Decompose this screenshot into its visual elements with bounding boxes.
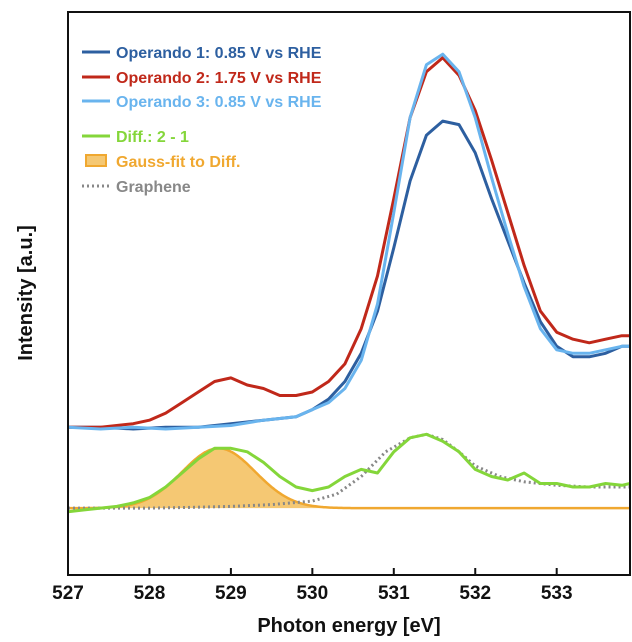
legend-label-diff-2-1: Diff.: 2 - 1 bbox=[116, 129, 189, 146]
legend-swatch-gauss-fit-to-diff bbox=[85, 154, 107, 167]
x-axis-ticks: 527 528 529 530 531 532 533 bbox=[52, 568, 573, 604]
series-line-graphene bbox=[68, 432, 630, 510]
x-tick-label: 527 bbox=[52, 583, 84, 604]
x-axis-title: Photon energy [eV] bbox=[257, 615, 440, 637]
series-line-operando-3-0-85-v-vs-rhe bbox=[68, 52, 630, 431]
legend-label-gauss-fit-to-diff: Gauss-fit to Diff. bbox=[116, 154, 240, 171]
x-tick-label: 533 bbox=[541, 583, 573, 604]
x-tick-label: 532 bbox=[459, 583, 491, 604]
y-axis-title: Intensity [a.u.] bbox=[15, 225, 37, 361]
legend: Operando 1: 0.85 V vs RHE Operando 2: 1.7… bbox=[82, 45, 322, 196]
series-line-diff-2-1 bbox=[68, 432, 630, 514]
legend-label-operando-1-0-85-v-vs-rhe: Operando 1: 0.85 V vs RHE bbox=[116, 45, 322, 62]
legend-label-operando-2-1-75-v-vs-rhe: Operando 2: 1.75 V vs RHE bbox=[116, 70, 322, 87]
plot-area bbox=[68, 52, 630, 514]
x-tick-label: 530 bbox=[296, 583, 328, 604]
x-tick-label: 528 bbox=[134, 583, 166, 604]
plot-frame bbox=[67, 11, 631, 576]
series-line-operando-2-1-75-v-vs-rhe bbox=[68, 56, 630, 429]
gauss-fit-area bbox=[68, 448, 630, 509]
legend-label-operando-3-0-85-v-vs-rhe: Operando 3: 0.85 V vs RHE bbox=[116, 94, 322, 111]
legend-label-graphene: Graphene bbox=[116, 179, 191, 196]
x-tick-label: 529 bbox=[215, 583, 247, 604]
x-tick-label: 531 bbox=[378, 583, 410, 604]
